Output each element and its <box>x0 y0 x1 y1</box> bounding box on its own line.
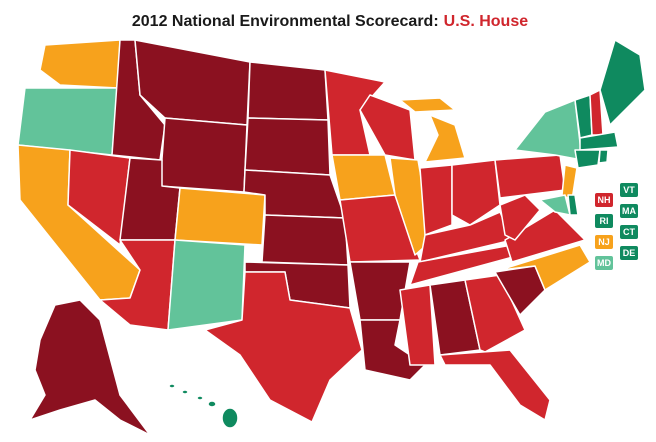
state <box>207 400 217 408</box>
label-box <box>620 183 638 197</box>
state-label: VT <box>623 185 635 195</box>
state-label: NJ <box>598 237 610 247</box>
state <box>204 271 363 423</box>
state <box>494 154 566 199</box>
state <box>67 149 131 246</box>
state <box>167 239 246 331</box>
states <box>17 39 646 436</box>
state <box>419 164 453 236</box>
label-box <box>620 246 638 260</box>
state <box>499 244 591 291</box>
state <box>451 159 501 226</box>
state <box>168 383 176 389</box>
state <box>439 349 551 421</box>
state <box>29 299 151 436</box>
state <box>464 274 526 353</box>
state <box>174 187 266 246</box>
state <box>424 114 466 163</box>
state <box>599 39 646 126</box>
state <box>196 395 204 401</box>
state-label: MA <box>622 206 636 216</box>
label-box <box>595 214 613 228</box>
state <box>574 149 601 169</box>
label-box <box>620 204 638 218</box>
state <box>247 61 329 121</box>
state <box>514 99 583 161</box>
label-box <box>620 225 638 239</box>
state <box>399 97 456 113</box>
state <box>567 194 579 216</box>
state <box>499 194 541 241</box>
state-label: CT <box>623 227 635 237</box>
state-label: NH <box>598 195 611 205</box>
state <box>579 131 619 151</box>
state <box>221 407 239 429</box>
state <box>598 149 609 164</box>
state <box>504 209 586 263</box>
state-label: MD <box>597 258 611 268</box>
small-state-labels: NH VT RI MA NJ CT MD DE <box>595 183 638 270</box>
label-box <box>595 256 613 270</box>
state <box>539 194 571 216</box>
state <box>589 89 604 136</box>
state-label: RI <box>600 216 609 226</box>
title-text: 2012 National Environmental Scorecard: <box>132 13 439 30</box>
state <box>324 69 386 156</box>
state <box>39 39 121 89</box>
state <box>331 154 396 201</box>
state <box>359 94 416 161</box>
label-box <box>595 235 613 249</box>
state <box>244 117 331 176</box>
state <box>181 389 189 395</box>
label-box <box>595 193 613 207</box>
state <box>261 214 349 266</box>
state <box>17 87 119 156</box>
state <box>159 117 248 193</box>
state <box>399 284 436 366</box>
title: 2012 National Environmental Scorecard: U.… <box>132 13 528 30</box>
state-label: DE <box>623 248 636 258</box>
title-highlight: U.S. House <box>444 13 529 30</box>
